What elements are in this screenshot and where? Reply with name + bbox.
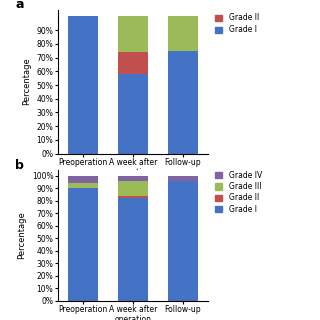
Text: a: a (15, 0, 24, 11)
Bar (118, 52, 148, 74)
Bar (118, 198, 148, 301)
Bar (68, 188, 98, 301)
Legend: Grade IV, Grade III, Grade II, Grade I: Grade IV, Grade III, Grade II, Grade I (215, 171, 262, 214)
Bar (118, 176, 148, 181)
Y-axis label: Percentage: Percentage (22, 58, 31, 106)
Bar (168, 181, 198, 301)
Bar (68, 16, 98, 154)
Bar (118, 181, 148, 196)
Bar (168, 176, 198, 181)
Bar (68, 176, 98, 183)
Bar (68, 183, 98, 188)
Y-axis label: Percentage: Percentage (17, 211, 26, 259)
Legend: Grade II, Grade I: Grade II, Grade I (215, 13, 259, 35)
Bar (168, 51, 198, 154)
Bar (118, 74, 148, 154)
X-axis label: CN III function: CN III function (96, 183, 169, 192)
Text: b: b (15, 159, 24, 172)
Bar (118, 16, 148, 52)
Bar (168, 16, 198, 51)
Bar (118, 196, 148, 198)
